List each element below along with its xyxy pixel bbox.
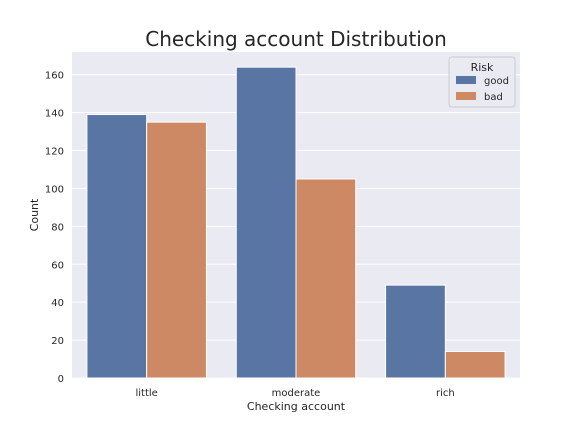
legend-swatch-bad bbox=[456, 92, 476, 100]
x-tick-label: moderate bbox=[272, 388, 321, 399]
y-tick-label: 0 bbox=[58, 374, 64, 385]
legend-title: Risk bbox=[471, 61, 494, 74]
legend-swatch-good bbox=[456, 76, 476, 84]
bar-good-little bbox=[86, 114, 148, 379]
y-tick-label: 100 bbox=[45, 184, 64, 195]
x-tick-label: rich bbox=[436, 388, 455, 399]
y-tick-label: 80 bbox=[51, 222, 64, 233]
chart-title: Checking account Distribution bbox=[145, 27, 447, 51]
bar-bad-rich bbox=[444, 350, 506, 379]
y-tick-label: 40 bbox=[51, 298, 64, 309]
bar-bad-moderate bbox=[295, 178, 357, 379]
legend-label-good: good bbox=[484, 76, 509, 87]
bar-good-rich bbox=[385, 284, 446, 379]
bars bbox=[86, 66, 506, 379]
legend-label-bad: bad bbox=[484, 92, 503, 103]
bar-bad-little bbox=[146, 121, 207, 379]
y-tick-label: 160 bbox=[45, 71, 64, 82]
y-axis-label: Count bbox=[28, 198, 41, 231]
bar-good-moderate bbox=[235, 66, 297, 379]
legend: Risk good bad bbox=[448, 56, 516, 108]
y-tick-labels: 0 20 40 60 80 100 120 140 160 bbox=[45, 71, 64, 385]
y-tick-label: 140 bbox=[45, 109, 64, 120]
x-tick-label: little bbox=[135, 388, 157, 399]
x-axis-label: Checking account bbox=[247, 400, 346, 413]
y-tick-label: 60 bbox=[51, 260, 64, 271]
y-tick-label: 20 bbox=[51, 336, 64, 347]
y-tick-label: 120 bbox=[45, 147, 64, 158]
x-tick-labels: little moderate rich bbox=[135, 388, 454, 399]
